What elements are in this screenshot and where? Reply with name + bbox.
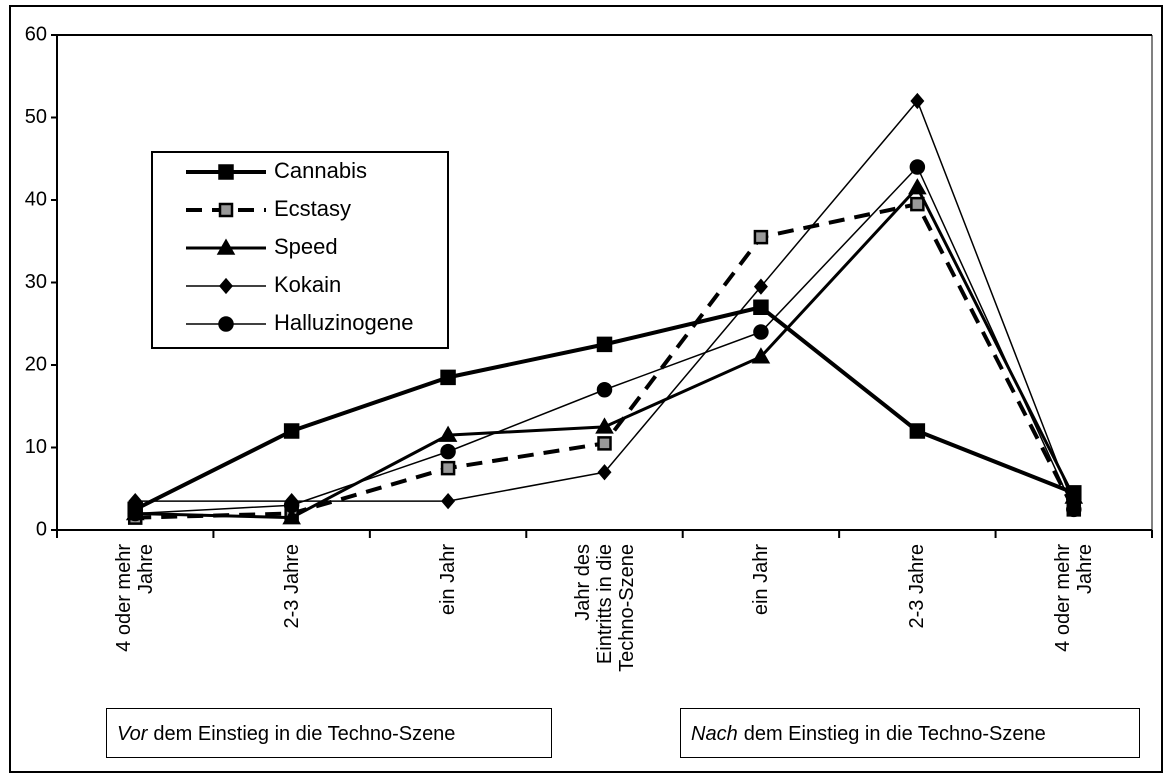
legend-label: Kokain	[274, 272, 341, 297]
marker	[283, 423, 300, 439]
y-tick-label: 20	[25, 353, 47, 375]
y-tick-label: 10	[25, 436, 47, 458]
annotation-emphasis: Vor	[117, 723, 148, 745]
y-tick-label: 40	[25, 188, 47, 210]
marker	[753, 229, 769, 245]
x-tick-label: Jahr des Eintritts in die Techno-Szene	[571, 544, 638, 672]
legend-label: Cannabis	[274, 158, 367, 183]
marker	[218, 316, 234, 332]
y-tick-label: 60	[25, 23, 47, 45]
marker	[595, 417, 614, 434]
marker	[909, 423, 926, 439]
marker	[597, 436, 612, 451]
marker	[910, 196, 925, 212]
legend-label: Halluzinogene	[274, 310, 413, 335]
annotation-text: dem Einstieg in die Techno-Szene	[153, 723, 456, 745]
marker	[596, 336, 613, 353]
legend-box	[151, 151, 449, 349]
marker	[127, 505, 143, 522]
marker	[283, 497, 300, 513]
x-tick-label: 4 oder mehr Jahre	[1051, 544, 1096, 652]
marker	[440, 369, 456, 386]
marker	[218, 164, 234, 180]
x-tick-label: 2-3 Jahre	[280, 544, 303, 629]
marker	[596, 382, 613, 398]
marker	[218, 202, 234, 218]
marker	[753, 278, 768, 295]
marker	[909, 159, 926, 175]
marker	[440, 443, 456, 460]
marker	[910, 92, 925, 110]
legend-label: Speed	[274, 234, 338, 259]
marker	[753, 299, 769, 315]
marker	[597, 464, 612, 481]
annotation: Vor dem Einstieg in die Techno-Szene	[106, 708, 552, 758]
marker	[751, 347, 771, 364]
y-tick-label: 30	[25, 271, 47, 293]
marker	[441, 492, 456, 510]
x-tick-label: 2-3 Jahre	[906, 544, 929, 629]
marker	[440, 460, 456, 476]
marker	[908, 178, 927, 195]
frame	[9, 5, 1163, 773]
marker	[438, 425, 458, 442]
marker	[219, 277, 233, 295]
marker	[216, 238, 236, 255]
annotation: Nach dem Einstieg in die Techno-Szene	[680, 708, 1140, 758]
marker	[282, 508, 301, 525]
legend: Cannabis Ecstasy Speed Kokain Halluzinogene	[151, 151, 449, 349]
legend-label: Ecstasy	[274, 196, 351, 221]
y-tick-label: 0	[36, 518, 47, 540]
x-tick-label: 4 oder mehr Jahre	[113, 544, 158, 652]
marker	[753, 324, 769, 340]
annotation-emphasis: Nach	[691, 723, 738, 745]
x-tick-label: ein Jahr	[749, 544, 772, 616]
x-tick-label: ein Jahr	[437, 544, 460, 616]
annotation-text: dem Einstieg in die Techno-Szene	[743, 723, 1046, 745]
y-tick-label: 50	[25, 106, 47, 128]
marker	[1066, 501, 1082, 518]
